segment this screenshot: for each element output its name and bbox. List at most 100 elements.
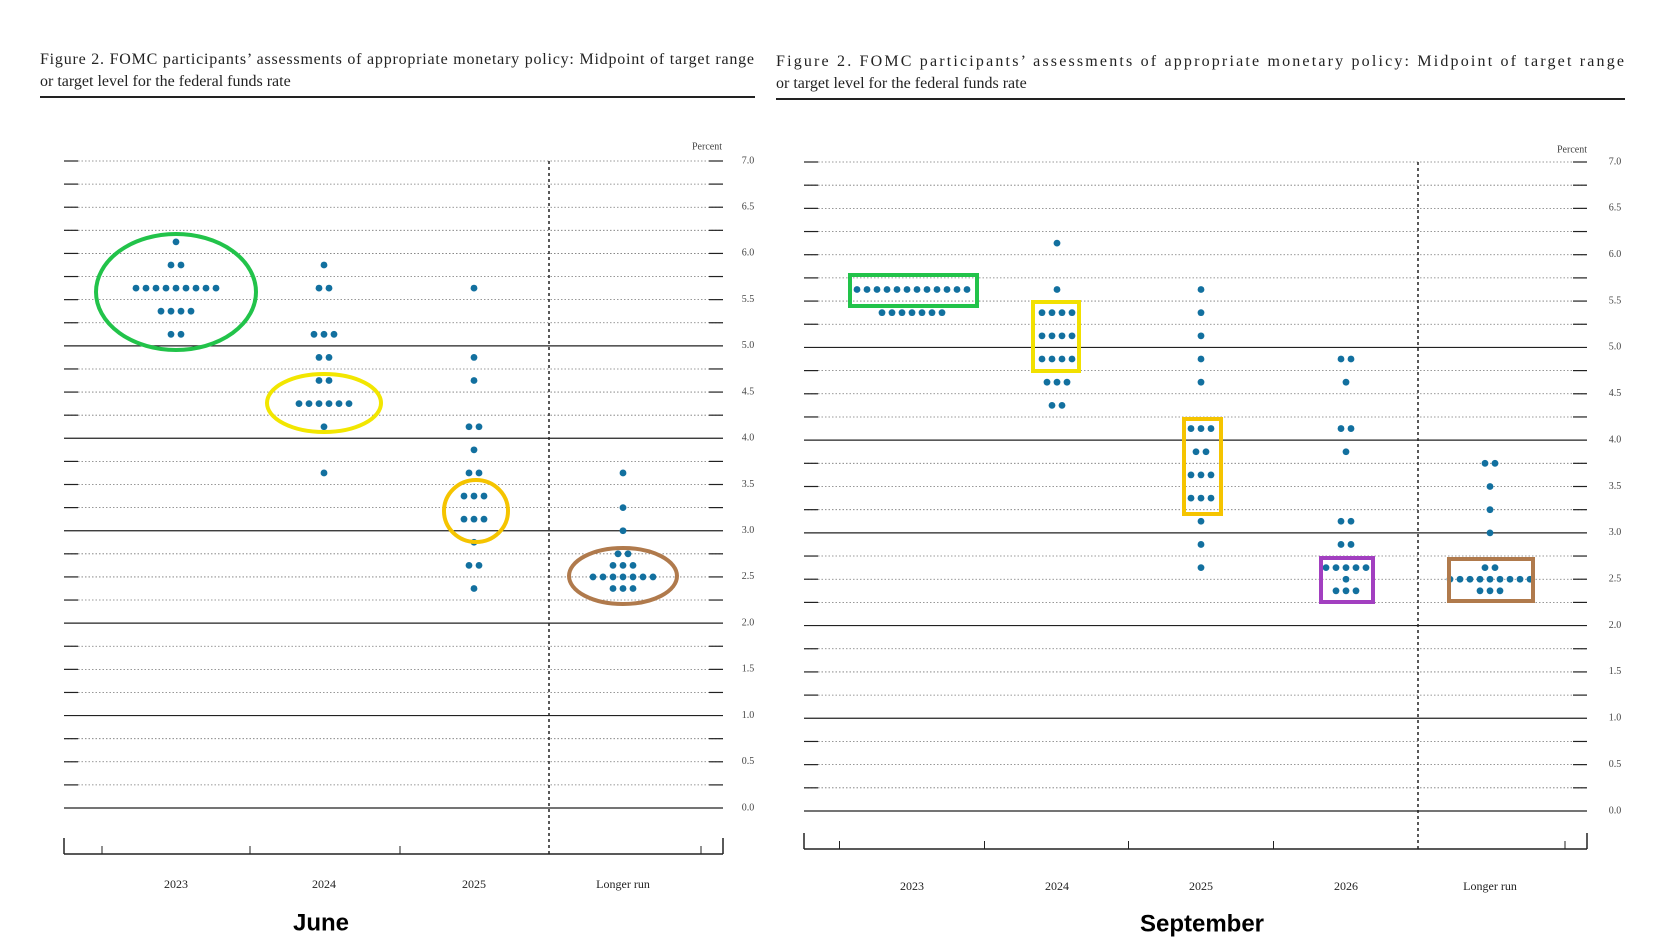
dot [1362,564,1370,572]
y-tick-label: 1.0 [1609,713,1622,724]
dot [1342,575,1350,583]
chart-title: Figure 2. FOMC participants’ assessments… [40,51,754,68]
highlight-ellipse [265,372,383,434]
dot [475,561,483,569]
dot [465,469,473,477]
y-tick-label: 1.5 [742,664,755,675]
dot [1332,564,1340,572]
dot [1187,471,1195,479]
y-tick-label: 6.0 [742,248,755,259]
dot [1486,529,1494,537]
y-tick-label: 3.5 [742,479,755,490]
dot [315,284,323,292]
dot [475,423,483,431]
dot [187,307,195,315]
dot [320,423,328,431]
dot [943,286,951,293]
x-tick-label: 2026 [1334,879,1358,893]
dot [1207,494,1215,502]
dot [295,400,303,408]
dot [1207,425,1215,432]
dot [1506,575,1514,583]
dot [325,284,333,292]
dot [1486,575,1494,583]
dot [177,261,185,269]
dot [1058,401,1066,409]
dot [609,573,617,581]
dot [619,527,627,535]
dot [1068,309,1076,317]
dot [1486,506,1494,514]
dot [893,286,901,293]
x-tick-label: 2023 [900,879,924,893]
dot [1068,332,1076,340]
dot [1322,564,1330,572]
dot [1207,471,1215,479]
dot [1476,587,1484,595]
dot [1347,425,1355,432]
y-tick-label: 7.0 [1609,156,1622,167]
dot [1197,286,1205,293]
dot [142,284,150,292]
dot [162,284,170,292]
x-tick-label: 2024 [1045,879,1069,893]
dot [1063,378,1071,386]
dot [1342,378,1350,386]
dot [1197,471,1205,479]
dot [619,469,627,477]
dot [315,400,323,408]
dot [1053,239,1061,247]
y-tick-label: 4.0 [742,433,755,444]
dot [465,423,473,431]
dot [878,309,886,317]
dot [928,309,936,317]
dot [1496,587,1504,595]
highlights [94,232,1535,606]
dot [320,469,328,477]
y-tick-label: 2.5 [742,571,755,582]
dot [1466,575,1474,583]
dot [908,309,916,317]
dot [315,377,323,384]
dot [953,286,961,293]
y-tick-label: 3.0 [742,525,755,536]
dot [1481,459,1489,467]
dot [614,550,622,558]
dot [1058,309,1066,317]
y-tick-label: 5.0 [742,340,755,351]
y-tick-label: 6.5 [1609,203,1622,214]
chart: Figure 2. FOMC participants’ assessments… [40,51,755,936]
dot [609,561,617,569]
dot [315,354,323,361]
dot [1352,564,1360,572]
highlight-box [1319,556,1375,604]
dot [460,515,468,523]
dot [1342,564,1350,572]
dot [1342,448,1350,456]
chart: Figure 2. FOMC participants’ assessments… [776,53,1625,937]
dot [888,309,896,317]
dot [1337,355,1345,363]
y-tick-label: 4.0 [1609,434,1622,445]
x-tick-label: 2024 [312,877,336,891]
dot [1342,587,1350,595]
dot [938,309,946,317]
highlight-box [1447,557,1535,603]
dot [629,585,637,592]
dot [177,330,185,338]
dot [167,330,175,338]
dot [1053,286,1061,293]
highlight-box [848,273,979,308]
dot [1192,448,1200,456]
dot [1048,309,1056,317]
dot [1486,587,1494,595]
dot [609,585,617,592]
dot [1486,483,1494,490]
dot [619,504,627,512]
highlight-box [1031,300,1081,373]
dot [1053,378,1061,386]
dot [1197,332,1205,340]
dot [1058,355,1066,363]
dot [1337,517,1345,525]
dot [1456,575,1464,583]
